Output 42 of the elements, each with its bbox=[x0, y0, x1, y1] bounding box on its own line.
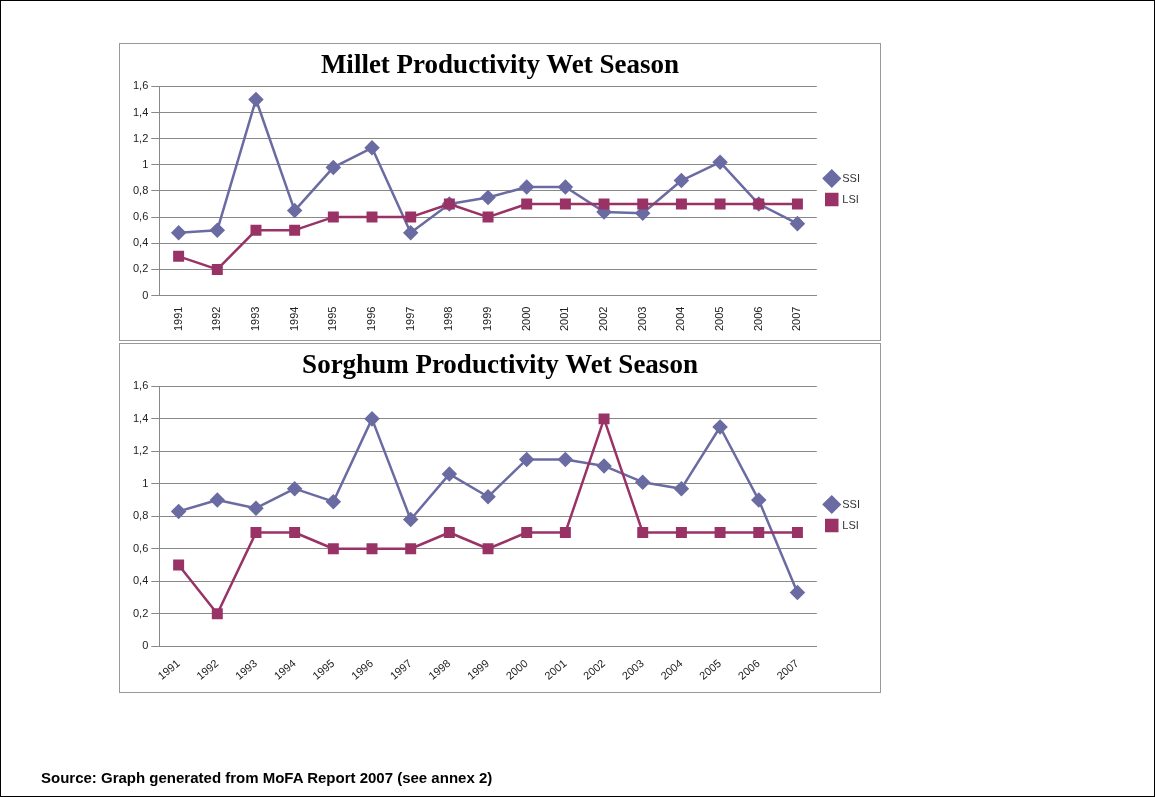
x-tick-label: 1994 bbox=[287, 306, 300, 332]
x-tick-label: 1993 bbox=[249, 306, 262, 332]
y-tick-label: 0,6 bbox=[132, 541, 149, 554]
y-tick-label: 0,8 bbox=[132, 509, 149, 522]
x-tick-label: 2007 bbox=[790, 306, 803, 332]
y-tick-label: 0,4 bbox=[132, 236, 149, 249]
y-tick-label: 1,2 bbox=[132, 444, 149, 457]
y-tick-label: 0 bbox=[142, 288, 149, 301]
y-tick-label: 0,6 bbox=[132, 210, 149, 223]
x-tick-label: 1998 bbox=[442, 306, 455, 332]
x-tick-label: 1991 bbox=[171, 306, 184, 332]
legend-label: LSI bbox=[842, 518, 859, 531]
y-tick-label: 1,4 bbox=[132, 105, 149, 118]
source-note: Source: Graph generated from MoFA Report 2007 (see annex 2) bbox=[41, 769, 493, 786]
x-tick-label: 2005 bbox=[713, 306, 726, 332]
y-tick-label: 0,4 bbox=[132, 574, 149, 587]
chart-title: Millet Productivity Wet Season bbox=[320, 49, 680, 80]
x-tick-label: 1992 bbox=[210, 306, 223, 332]
legend-label: SSI bbox=[842, 497, 860, 510]
chart-title: Sorghum Productivity Wet Season bbox=[302, 349, 698, 380]
x-tick-label: 2001 bbox=[558, 306, 571, 332]
y-tick-label: 0 bbox=[142, 639, 149, 652]
x-tick-label: 2002 bbox=[597, 306, 610, 332]
x-tick-label: 1999 bbox=[481, 306, 494, 332]
y-tick-label: 0,2 bbox=[132, 262, 149, 275]
y-tick-label: 1,6 bbox=[132, 379, 149, 392]
y-tick-label: 1,6 bbox=[132, 79, 149, 92]
x-tick-label: 1997 bbox=[403, 306, 416, 332]
x-tick-label: 1995 bbox=[326, 306, 339, 332]
y-tick-label: 0,2 bbox=[132, 606, 149, 619]
x-tick-label: 2003 bbox=[635, 306, 648, 332]
y-tick-label: 1 bbox=[142, 157, 149, 170]
x-tick-label: 2000 bbox=[519, 306, 532, 332]
y-tick-label: 0,8 bbox=[132, 184, 149, 196]
y-tick-label: 1,2 bbox=[132, 131, 149, 144]
x-tick-label: 2004 bbox=[674, 306, 687, 332]
x-tick-label: 2006 bbox=[751, 306, 764, 332]
legend-label: SSI bbox=[842, 171, 860, 184]
y-tick-label: 1,4 bbox=[132, 411, 149, 424]
legend-label: LSI bbox=[842, 192, 859, 205]
x-tick-label: 1996 bbox=[365, 306, 378, 332]
y-tick-label: 1 bbox=[142, 476, 149, 489]
